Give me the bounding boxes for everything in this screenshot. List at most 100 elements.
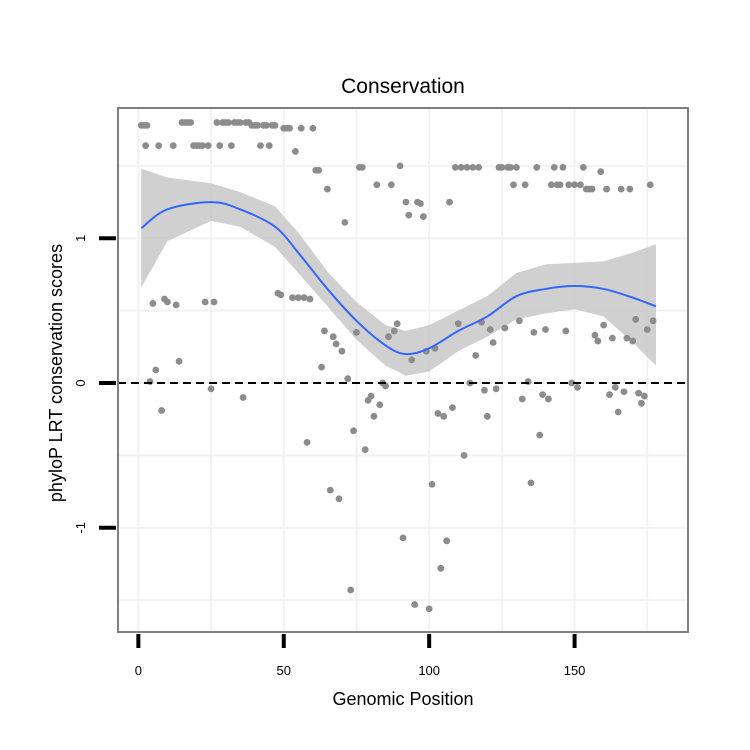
data-point <box>646 181 654 189</box>
data-point <box>350 427 357 435</box>
data-point <box>550 163 558 171</box>
data-point <box>556 181 564 189</box>
data-point <box>454 320 462 328</box>
data-point <box>608 334 616 342</box>
data-point <box>510 181 517 189</box>
data-point <box>332 340 340 348</box>
x-tick-label: 100 <box>418 663 440 678</box>
data-point <box>483 412 491 420</box>
data-point <box>451 163 459 171</box>
data-point <box>297 124 305 132</box>
data-point <box>236 119 244 126</box>
data-point <box>611 383 619 391</box>
data-point <box>358 163 366 171</box>
data-point <box>481 386 488 394</box>
data-point <box>271 121 279 129</box>
data-point <box>457 163 465 171</box>
data-point <box>475 163 483 171</box>
data-point <box>201 298 209 306</box>
data-point <box>344 375 352 383</box>
data-point <box>329 333 337 341</box>
data-point <box>338 347 346 355</box>
data-point <box>443 537 451 545</box>
data-point <box>207 385 215 393</box>
data-point <box>565 181 573 189</box>
data-point <box>289 294 296 302</box>
data-point <box>469 163 477 171</box>
data-point <box>402 198 410 206</box>
chart-title: Conservation <box>341 75 465 98</box>
data-point <box>437 564 445 572</box>
data-point <box>629 337 637 345</box>
confidence-band-layer <box>141 168 657 376</box>
data-point <box>515 317 523 325</box>
data-point <box>640 392 648 400</box>
data-point <box>623 334 631 342</box>
data-point <box>198 142 206 150</box>
data-point <box>353 328 360 336</box>
data-point <box>164 298 171 306</box>
data-point <box>574 383 581 391</box>
data-point <box>367 392 375 400</box>
data-point <box>449 404 456 412</box>
data-point <box>309 124 317 132</box>
data-point <box>440 412 448 420</box>
y-tick-label: -1 <box>73 522 88 534</box>
data-point <box>321 327 328 335</box>
data-point <box>315 166 323 174</box>
data-point <box>419 213 427 220</box>
data-point <box>175 357 183 365</box>
x-tick-label: 50 <box>277 663 291 678</box>
data-point <box>399 534 407 542</box>
data-point <box>277 291 285 299</box>
data-point <box>370 412 378 420</box>
data-point <box>545 395 552 403</box>
confidence-band <box>141 168 657 376</box>
data-point <box>387 181 395 189</box>
x-tick-label: 0 <box>135 663 142 678</box>
smooth-fit-line <box>140 201 657 356</box>
data-point <box>216 142 224 150</box>
axis-ticks: 0 50 100 150 -1 0 1 <box>73 235 585 678</box>
data-point <box>620 388 628 396</box>
data-point <box>361 446 369 454</box>
data-point <box>213 119 221 126</box>
data-point <box>257 142 264 150</box>
data-point <box>300 294 308 302</box>
data-point <box>373 181 381 189</box>
y-tick-label: 1 <box>73 235 88 242</box>
data-point <box>530 328 538 336</box>
data-point <box>347 586 355 594</box>
y-tick-label: 0 <box>73 379 88 386</box>
data-point <box>286 124 293 132</box>
data-point <box>614 408 622 416</box>
data-point <box>579 163 587 171</box>
data-point <box>323 185 331 193</box>
y-axis-label: phyloP LRT conservation scores <box>46 244 66 502</box>
data-point <box>542 326 549 333</box>
data-point <box>405 211 413 219</box>
data-point <box>143 121 151 129</box>
data-point <box>265 142 273 150</box>
data-point <box>635 389 642 397</box>
data-point <box>385 333 392 341</box>
data-point <box>318 363 325 371</box>
data-point <box>428 480 436 488</box>
data-point <box>489 339 497 346</box>
data-point <box>390 327 398 335</box>
data-point <box>626 185 634 193</box>
data-point <box>187 119 195 126</box>
data-point <box>303 438 311 446</box>
data-point <box>643 326 651 333</box>
data-point <box>606 391 613 399</box>
data-point <box>638 399 645 407</box>
data-point <box>254 121 261 129</box>
data-point <box>649 317 657 325</box>
data-point <box>152 366 160 374</box>
data-point <box>498 163 506 171</box>
data-point <box>539 391 546 399</box>
data-point <box>149 300 157 307</box>
data-point <box>513 163 520 171</box>
data-point <box>434 410 442 417</box>
data-point <box>228 142 235 150</box>
